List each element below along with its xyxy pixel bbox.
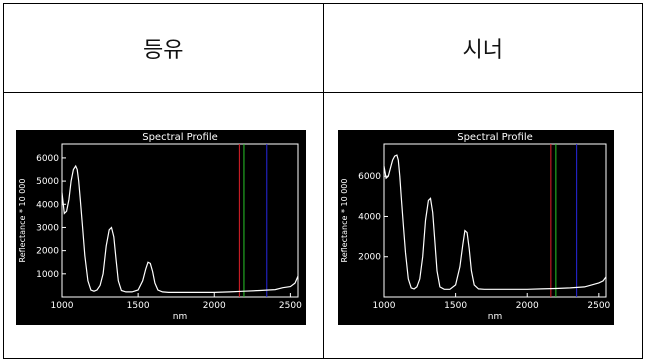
chart-cell-thinner: Spectral Profile 1000 1500 2000 2500 2000 4000… <box>322 92 643 359</box>
chart-1-x-tick-label: 2500 <box>587 301 610 311</box>
chart-1-plot-frame <box>383 143 606 298</box>
comparison-table: 등유 시너 Spectral Profile 1000 1500 2000 2500 10… <box>3 3 643 359</box>
chart-1-y-tick-label: 6000 <box>358 172 381 182</box>
chart-0-y-tick-label: 1000 <box>36 270 59 280</box>
header-cell-thinner: 시너 <box>322 3 643 93</box>
chart-0-plot-frame <box>61 143 299 298</box>
chart-1-y-axis-label: Reflectance * 10 000 <box>340 179 349 263</box>
chart-1-x-axis-label: nm <box>487 312 501 322</box>
header-cell-kerosene: 등유 <box>3 3 324 93</box>
spectral-profile-chart-thinner: Spectral Profile 1000 1500 2000 2500 2000 4000… <box>337 130 614 325</box>
chart-0-y-tick-label: 5000 <box>36 177 59 187</box>
chart-1-spectral-curve <box>382 154 606 290</box>
chart-0-x-tick-label: 1000 <box>51 301 74 311</box>
spectral-profile-chart-kerosene: Spectral Profile 1000 1500 2000 2500 1000 2000… <box>16 130 306 325</box>
chart-1-title: Spectral Profile <box>457 132 533 143</box>
chart-0-y-tick-label: 3000 <box>36 223 59 233</box>
chart-0-y-axis-label: Reflectance * 10 000 <box>18 179 27 263</box>
chart-0-x-tick-label: 2000 <box>203 301 226 311</box>
chart-1-y-tick-label: 4000 <box>358 212 381 222</box>
chart-cell-kerosene: Spectral Profile 1000 1500 2000 2500 1000 2000… <box>3 92 324 359</box>
chart-0-background <box>16 130 306 325</box>
chart-0-y-tick-label: 4000 <box>36 200 59 210</box>
chart-0-x-tick-label: 2500 <box>279 301 302 311</box>
chart-1-x-tick-label: 2000 <box>515 301 538 311</box>
chart-1-x-tick-label: 1000 <box>372 301 395 311</box>
chart-1-x-tick-label: 1500 <box>444 301 467 311</box>
chart-0-x-axis-label: nm <box>173 312 187 322</box>
chart-0-y-tick-label: 6000 <box>36 154 59 164</box>
chart-0-title: Spectral Profile <box>142 132 218 143</box>
chart-1-background <box>337 130 614 325</box>
chart-0-y-tick-label: 2000 <box>36 247 59 257</box>
chart-1-y-tick-label: 2000 <box>358 253 381 263</box>
chart-0-x-tick-label: 1500 <box>127 301 150 311</box>
chart-0-spectral-curve <box>61 164 299 293</box>
